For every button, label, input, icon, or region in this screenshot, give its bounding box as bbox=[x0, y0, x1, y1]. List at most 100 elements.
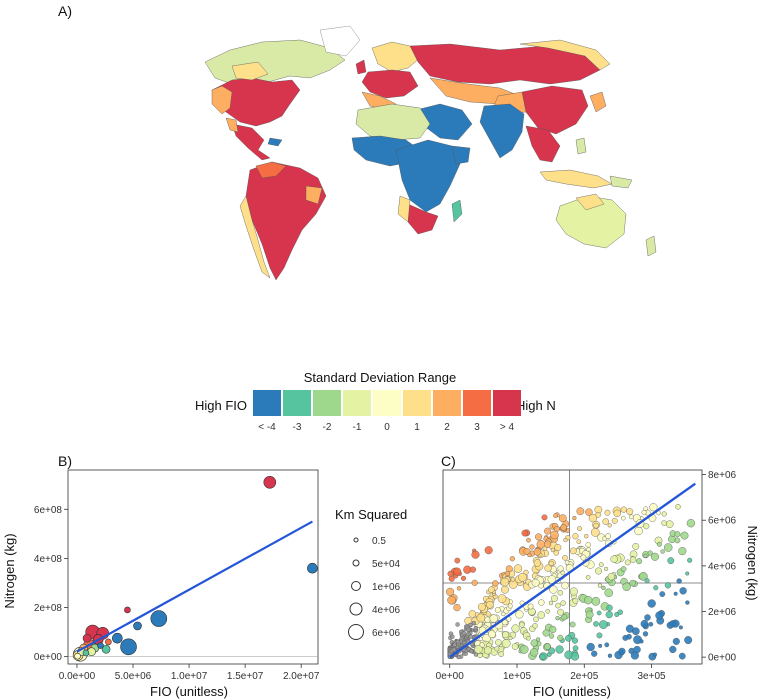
panel-c-data-point bbox=[678, 652, 686, 660]
panel-b-x-tick-label: 5.0e+06 bbox=[115, 671, 152, 682]
panel-c-data-point bbox=[643, 506, 649, 512]
map-region-south-america-andes bbox=[239, 195, 271, 279]
panel-c-data-point bbox=[611, 517, 618, 524]
panel-c-data-point bbox=[669, 620, 677, 628]
panel-c-data-point bbox=[466, 631, 471, 637]
panel-b-data-point bbox=[120, 638, 137, 656]
panel-b-data-point bbox=[82, 649, 90, 657]
size-legend-label: 5e+04 bbox=[372, 559, 401, 570]
panel-c-data-point bbox=[468, 610, 477, 618]
panel-c-data-point bbox=[560, 570, 566, 576]
panel-c-data-point bbox=[602, 518, 610, 525]
panel-c-data-point bbox=[477, 602, 486, 611]
panel-c-data-point bbox=[488, 586, 495, 593]
map-region-mexico-west bbox=[225, 117, 239, 133]
panel-b-data-point bbox=[263, 475, 277, 489]
map-region-southeast-asia bbox=[525, 125, 561, 163]
panel-c-data-point bbox=[560, 524, 567, 531]
panel-c-data-point bbox=[618, 647, 626, 655]
panel-b-data-point bbox=[74, 652, 81, 660]
panel-c-data-point bbox=[494, 607, 501, 613]
panel-c-data-point bbox=[446, 587, 455, 596]
panel-c-data-point bbox=[456, 586, 462, 591]
panel-b-y-tick-label: 2e+08 bbox=[34, 603, 63, 614]
panel-c-data-point bbox=[597, 583, 603, 588]
map-region-south-america bbox=[245, 161, 327, 281]
panel-c-data-point bbox=[601, 585, 606, 591]
panel-a-label: A) bbox=[58, 3, 72, 19]
panel-c-data-point bbox=[687, 557, 693, 563]
panel-c-data-point bbox=[593, 621, 599, 627]
map-region-philippines bbox=[575, 137, 587, 155]
map-region-australia bbox=[555, 195, 627, 249]
panel-c-data-point bbox=[586, 642, 595, 652]
panel-c-data-point bbox=[584, 595, 593, 605]
panel-b-data-point bbox=[101, 644, 111, 654]
panel-c-data-point bbox=[576, 539, 582, 544]
panel-c-data-point bbox=[569, 621, 576, 628]
panel-b-y-tick-label: 6e+08 bbox=[34, 505, 63, 516]
panel-c-data-point bbox=[519, 645, 529, 654]
panel-c-data-point bbox=[460, 575, 467, 581]
panel-c-data-point bbox=[453, 603, 461, 612]
panel-c-data-point bbox=[453, 567, 462, 576]
panel-b-regression-line bbox=[76, 520, 313, 653]
panel-c-data-point bbox=[571, 637, 579, 644]
panel-c-data-point bbox=[531, 578, 540, 587]
panel-c-data-point bbox=[685, 600, 690, 605]
panel-c-data-point bbox=[644, 614, 651, 621]
panel-c-data-point bbox=[659, 591, 666, 597]
panel-c-data-point bbox=[596, 632, 603, 639]
panel-c-y-tick-label: 0e+00 bbox=[708, 653, 737, 664]
panel-c-data-point bbox=[511, 624, 520, 633]
panel-c-data-point bbox=[498, 651, 504, 658]
color-legend-tick-label: 0 bbox=[384, 422, 390, 433]
panel-c-data-point bbox=[545, 609, 550, 614]
panel-c-data-point bbox=[555, 602, 561, 609]
panel-c-data-point bbox=[468, 622, 473, 628]
panel-c-data-point bbox=[542, 629, 550, 637]
panel-c-data-point bbox=[538, 599, 545, 606]
panel-c-data-point bbox=[548, 560, 554, 567]
panel-c-data-point bbox=[652, 652, 658, 657]
panel-c-data-point bbox=[644, 578, 650, 584]
panel-c-data-point bbox=[451, 647, 457, 652]
panel-c-data-point bbox=[684, 636, 693, 645]
panel-c-data-point bbox=[639, 572, 648, 581]
panel-c-data-point bbox=[673, 591, 678, 596]
panel-c-data-point bbox=[576, 507, 585, 516]
panel-c-data-point bbox=[605, 533, 611, 540]
panel-c-data-point bbox=[539, 653, 546, 660]
panel-c-data-point bbox=[639, 639, 644, 644]
panel-c-data-point bbox=[674, 531, 681, 538]
panel-c-data-point bbox=[530, 639, 538, 647]
panel-c-data-point bbox=[452, 642, 457, 648]
panel-b-y-tick-label: 4e+08 bbox=[34, 554, 63, 565]
panel-c-data-point bbox=[558, 514, 567, 523]
panel-c-data-point bbox=[613, 509, 621, 518]
panel-c-data-point bbox=[570, 652, 580, 661]
panel-c-data-point bbox=[680, 531, 689, 540]
map-region-australia-north bbox=[575, 193, 605, 211]
color-legend-swatch bbox=[373, 390, 401, 416]
panel-c-data-point bbox=[622, 582, 631, 591]
panel-c-data-point bbox=[572, 515, 577, 521]
panel-c-data-point bbox=[550, 547, 556, 553]
panel-c-data-point bbox=[577, 526, 583, 532]
panel-c-data-point bbox=[521, 529, 529, 537]
panel-c-data-point bbox=[650, 552, 659, 561]
map-region-south-america-east bbox=[305, 185, 323, 205]
panel-c-data-point bbox=[604, 642, 610, 648]
panel-c-x-axis-title: FIO (unitless) bbox=[533, 684, 611, 699]
panel-c-data-point bbox=[561, 614, 568, 621]
panel-c-data-point bbox=[468, 634, 473, 639]
panel-c-data-point bbox=[492, 580, 499, 587]
size-legend-circle bbox=[353, 537, 359, 543]
size-legend-label: 4e+06 bbox=[372, 605, 401, 616]
panel-c-data-point bbox=[570, 547, 577, 555]
map-region-uk bbox=[355, 59, 367, 75]
panel-c-data-point bbox=[501, 631, 509, 639]
panel-b-chart: 0.0e+00 5.0e+06 1.0e+07 1.5e+07 2.0e+07 0e+00… bbox=[34, 469, 320, 682]
panel-c-data-point bbox=[629, 514, 634, 520]
